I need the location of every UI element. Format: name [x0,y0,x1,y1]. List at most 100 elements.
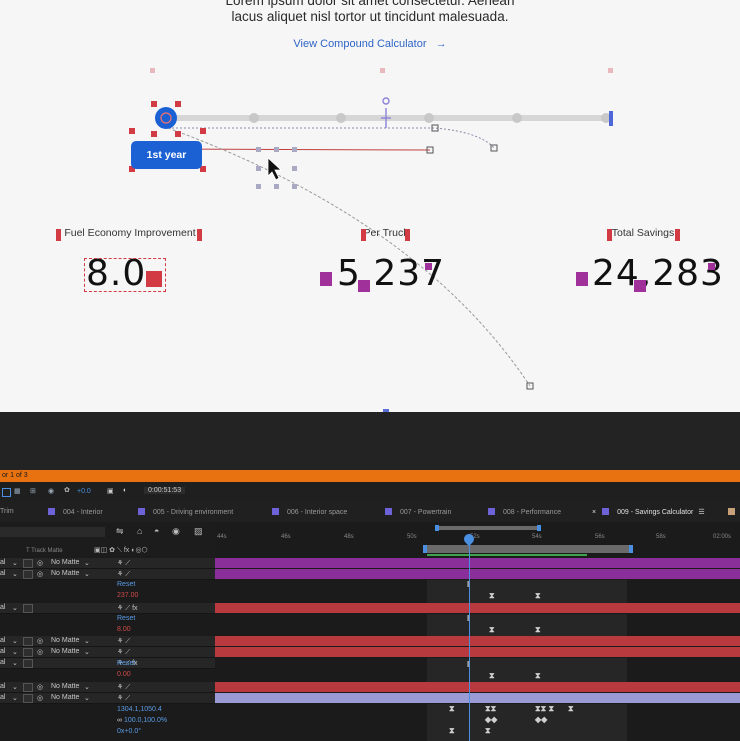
tab-color-swatch [728,508,735,515]
matte-icon: ◎ [37,560,44,567]
body-text-line-2: lacus aliquet nisl tortor ut tincidunt m… [231,9,509,24]
layer-row[interactable]: al ⌄ ◎ No Matte ⌄ ⚘ ⟋ [0,558,215,569]
comp-flowchart-icon[interactable]: ⇋ [116,526,124,536]
slider-step-dot [424,113,434,123]
channel-icon[interactable]: ⊞ [30,488,36,495]
composition-tabs: Trim 004 - Interior 005 - Driving enviro… [0,502,740,522]
slider-knob [155,107,177,129]
keyframe: I [467,614,469,623]
body-text-line-1: Lorem ipsum dolor sit amet consectetur. … [225,0,515,8]
rotation-value[interactable]: 0x+0.0° [117,728,142,735]
timeline-area[interactable]: 44s 46s 48s 50s 52s 54s 56s 58s 02:00s I… [215,522,740,741]
tab-trim[interactable]: Trim [0,508,14,515]
grid-icon[interactable]: ▦ [14,488,21,495]
viewer-footer [0,412,740,470]
ruler-tick: 50s [407,534,417,540]
draft-3d-icon[interactable]: ⌂ [137,526,143,536]
layer-list: al ⌄ ◎ No Matte ⌄ ⚘ ⟋ al ⌄ ◎ No Matte ⌄ … [0,556,215,741]
ruler-tick: 52s [470,534,480,540]
property-value[interactable]: 8.00 [117,626,131,633]
property-value[interactable]: 0.00 [117,671,131,678]
composition-viewer[interactable]: Lorem ipsum dolor sit amet consectetur. … [0,0,740,412]
layer-row[interactable]: al ⌄ ◎ No Matte ⌄ ⚘ ⟋ [0,647,215,658]
layer-row[interactable]: al ⌄ ◎ No Matte ⌄ ⚘ ⟋ [0,693,215,704]
ruler-tick: 44s [217,534,227,540]
first-year-button[interactable]: 1st year [131,141,202,169]
layer-bar[interactable] [215,558,740,568]
shy-icon[interactable]: ◓ [154,526,160,536]
keyframe: ⧗ [535,591,541,600]
playhead-line[interactable] [469,534,470,741]
tab-004-interior[interactable]: 004 - Interior [48,508,103,516]
snapshot-icon[interactable]: ▣ [107,488,114,495]
ruler-tick: 54s [532,534,542,540]
ruler-tick: 48s [344,534,354,540]
keyframe: ⧗ [535,625,541,634]
tab-009-savings-calculator[interactable]: × 009 - Savings Calculator ☰ [592,508,705,516]
stat-value-total-savings: 24,283 [592,253,724,294]
layer-row[interactable]: al ⌄ ◎ No Matte ⌄ ⚘ ⟋ [0,569,215,580]
keyframe: I [467,580,469,589]
scale-value[interactable]: ∞ 100.0,100.0% [117,717,168,724]
layer-row[interactable]: al ⌄ ◎ No Matte ⌄ ⚘ ⟋ [0,682,215,693]
compound-calculator-link[interactable]: View Compound Calculator → [0,38,740,50]
layer-bar[interactable] [215,603,740,613]
layer-search-input[interactable] [0,527,105,537]
slider-step-dot [249,113,259,123]
track-matte-header: T Track Matte [26,548,63,554]
keyframe: ⧗ [535,671,541,680]
tab-005-driving-environment[interactable]: 005 - Driving environment [138,508,233,516]
tab-008-performance[interactable]: 008 - Performance [488,508,561,516]
keyframe: ◆◆ [535,715,548,724]
keyframe: ⧗⧗ [485,704,497,713]
layer-bar[interactable] [215,569,740,579]
time-navigator[interactable] [423,545,633,553]
timecode-display[interactable]: 0:00:51:53 [144,487,186,494]
keyframe: ⧗ [449,704,455,713]
layer-bar[interactable] [215,682,740,692]
motion-blur-icon[interactable]: ◉ [172,526,180,536]
reset-link[interactable]: Reset [117,581,136,588]
work-area-bar[interactable] [435,526,541,530]
reset-link[interactable]: Reset [117,660,136,667]
settings-icon[interactable]: ✿ [64,487,70,494]
layer-bar[interactable] [215,693,740,703]
slider-step-dot [512,113,522,123]
keyframe: ⧗ [568,704,574,713]
slider-step-dot [336,113,346,123]
keyframe: ⧗ [489,625,495,634]
layer-row[interactable]: al ⌄ ⚘ ⟋ fx [0,658,215,669]
arrow-right-icon: → [435,38,447,50]
track-matte-select: No Matte [51,570,80,577]
slider-step-dot [601,113,611,123]
layer-bar[interactable] [215,647,740,657]
stat-label-per-truck: Per Truck [363,227,409,239]
stat-value-per-truck: 5,237 [337,253,446,294]
color-icon[interactable]: ◐ [123,487,128,494]
keyframe: ⧗ [489,671,495,680]
ruler-tick: 46s [281,534,291,540]
link-label: View Compound Calculator [293,38,427,50]
keyframe: ⧗ [489,591,495,600]
reset-link[interactable]: Reset [117,615,136,622]
motion-path-overlay [150,68,613,412]
layer-row[interactable]: al ⌄ ◎ No Matte ⌄ ⚘ ⟋ [0,636,215,647]
layer-bar[interactable] [215,636,740,646]
keyframe: ⧗ [449,726,455,735]
slider-end-marker [609,111,613,126]
layer-row[interactable]: al ⌄ ⚘ ⟋ fx [0,603,215,614]
keyframe: I [467,660,469,669]
timeline-toolbar: ▦ ⊞ ◉ ✿ +0.0 ▣ ◐ 0:00:51:53 [0,482,740,502]
region-icon[interactable] [2,488,11,497]
close-icon: × [592,509,597,516]
warning-bar: or 1 of 3 [0,470,740,482]
graph-editor-icon[interactable]: ▨ [194,526,203,536]
property-value[interactable]: 237.00 [117,592,139,599]
camera-icon[interactable]: ◉ [48,488,55,495]
tab-007-powertrain[interactable]: 007 - Powertrain [385,508,451,516]
exposure-value[interactable]: +0.0 [77,488,91,495]
keyframe: ⧗⧗ ⧗ [535,704,555,713]
tab-006-interior-space[interactable]: 006 - Interior space [272,508,347,516]
position-value[interactable]: 1304.1,1050.4 [117,706,162,713]
ruler-tick: 56s [595,534,605,540]
